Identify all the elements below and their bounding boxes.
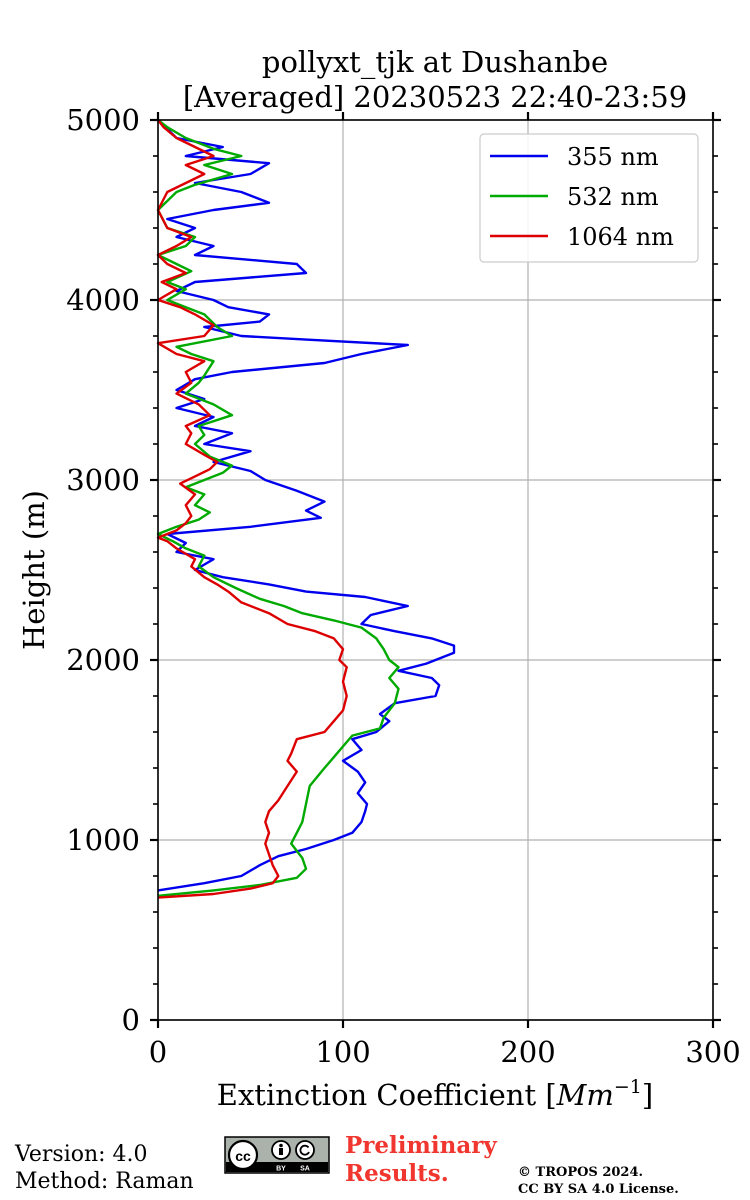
x-tick-label-300: 300 (685, 1035, 740, 1069)
y-axis-label: Height (m) (17, 490, 51, 650)
y-tick-label-2000: 2000 (66, 643, 140, 677)
y-tick-label-3000: 3000 (66, 463, 140, 497)
cc-license-badge: cc BY SA (224, 1136, 330, 1174)
x-tick-label-200: 200 (500, 1035, 555, 1069)
x-tick-label-100: 100 (315, 1035, 370, 1069)
plot-frame (157, 119, 714, 1021)
series-line-355-nm (157, 119, 456, 892)
version-text: Version: 4.0 (14, 1142, 148, 1167)
copyright-line-1: © TROPOS 2024. (518, 1165, 643, 1180)
chart-title-line-2: [Averaged] 20230523 22:40-23:59 (183, 80, 687, 114)
y-tick-label-5000: 5000 (66, 103, 140, 137)
cc-by-label: BY (276, 1166, 286, 1173)
series-lines (156, 119, 456, 899)
sa-share-alike-icon (295, 1140, 315, 1160)
legend-box (479, 133, 699, 263)
legend: 355 nm 532 nm 1064 nm (479, 133, 699, 263)
preliminary-text-line-2: Results. (345, 1160, 449, 1187)
preliminary-text-line-1: Preliminary (345, 1132, 497, 1159)
axis-ticks (150, 112, 721, 1028)
cc-sa-label: SA (300, 1166, 310, 1173)
chart-title-line-1: pollyxt_tjk at Dushanbe (262, 45, 608, 80)
x-axis-label: Extinction Coefficient [Mm−1] (217, 1076, 653, 1112)
copyright-line-2: CC BY SA 4.0 License. (518, 1182, 679, 1197)
y-tick-label-4000: 4000 (66, 283, 140, 317)
y-tick-label-1000: 1000 (66, 823, 140, 857)
legend-label-355-nm: 355 nm (567, 143, 659, 171)
cc-logo-icon (227, 1139, 259, 1171)
series-line-1064-nm (156, 119, 348, 899)
x-tick-label-0: 0 (149, 1035, 167, 1069)
legend-label-1064-nm: 1064 nm (567, 223, 674, 251)
y-tick-label-0: 0 (122, 1003, 140, 1037)
cc-logo-text: cc (235, 1148, 251, 1164)
legend-label-532-nm: 532 nm (567, 183, 659, 211)
method-text: Method: Raman (15, 1169, 194, 1194)
